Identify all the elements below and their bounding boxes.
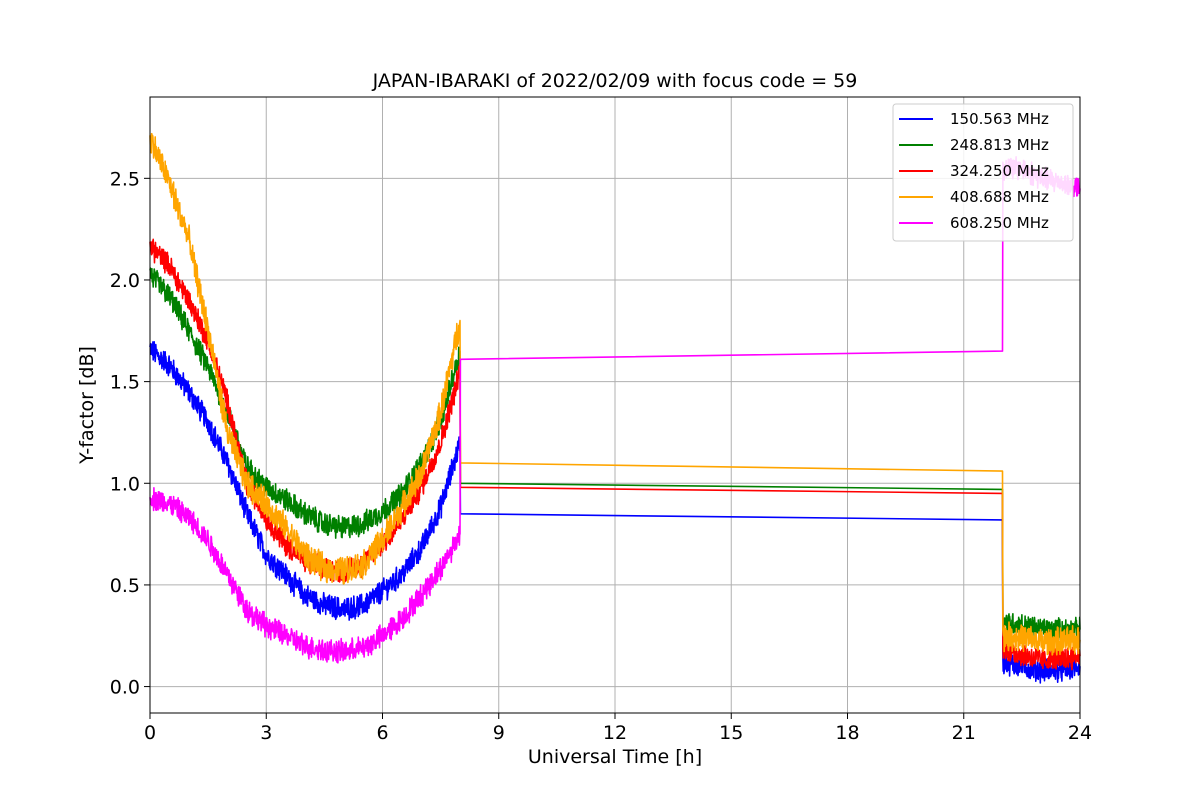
x-tick-label: 3 (260, 722, 272, 744)
series-line-1 (149, 267, 1081, 644)
x-tick-label: 18 (835, 722, 859, 744)
x-axis-ticks: 0 3 6 9 12 15 18 21 24 (144, 713, 1092, 744)
x-tick-label: 21 (952, 722, 976, 744)
x-tick-label: 9 (493, 722, 505, 744)
legend-box (892, 103, 1074, 242)
legend-label: 608.250 MHz (950, 214, 1049, 232)
legend-entries: 150.563 MHz 248.813 MHz 324.250 MHz 408.688… (899, 110, 1049, 232)
legend: 150.563 MHz 248.813 MHz 324.250 MHz 408.688… (892, 103, 1074, 242)
x-tick-label: 12 (603, 722, 627, 744)
y-tick-label: 1.0 (110, 473, 140, 495)
y-tick-label: 0.0 (110, 677, 140, 699)
y-axis-ticks: 0.0 0.5 1.0 1.5 2.0 2.5 (110, 168, 150, 699)
x-tick-label: 6 (376, 722, 388, 744)
x-tick-label: 0 (144, 722, 156, 744)
y-axis-label: Y-factor [dB] (76, 346, 98, 465)
series-line-0 (149, 341, 1081, 684)
legend-label: 324.250 MHz (950, 162, 1049, 180)
x-tick-label: 15 (719, 722, 743, 744)
y-tick-label: 0.5 (110, 575, 140, 597)
y-tick-label: 2.5 (110, 168, 140, 190)
legend-label: 408.688 MHz (950, 188, 1049, 206)
x-axis-label: Universal Time [h] (528, 746, 702, 768)
series-line-3 (149, 132, 1081, 656)
chart-title: JAPAN-IBARAKI of 2022/02/09 with focus c… (372, 70, 858, 92)
y-tick-label: 1.5 (110, 372, 140, 394)
legend-label: 248.813 MHz (950, 136, 1049, 154)
x-tick-label: 24 (1068, 722, 1092, 744)
y-tick-label: 2.0 (110, 270, 140, 292)
legend-label: 150.563 MHz (950, 110, 1049, 128)
